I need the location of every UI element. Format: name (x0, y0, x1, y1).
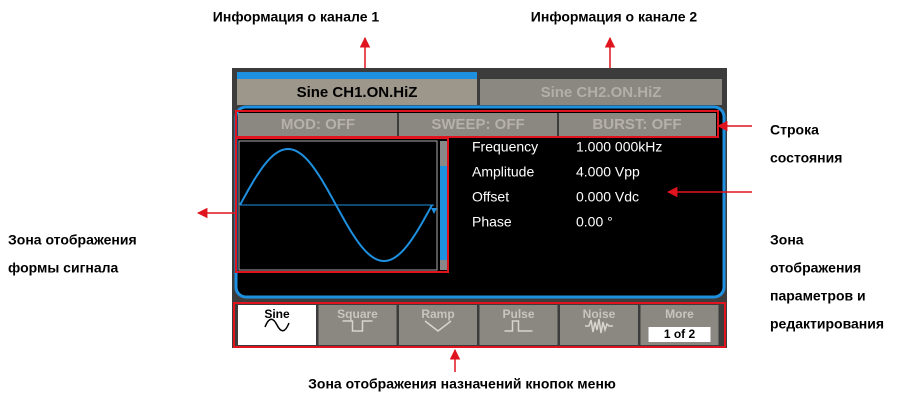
param-label: Offset (472, 189, 509, 205)
param-value: 0.000 Vdc (576, 189, 639, 205)
tab-label: Sine CH2.ON.HiZ (541, 84, 662, 101)
annotation: Строка (770, 122, 819, 138)
status-item: MOD: OFF (281, 116, 355, 133)
annotation: Информация о канале 2 (531, 9, 698, 25)
annotation: формы сигнала (8, 260, 119, 276)
param-value: 1.000 000kHz (576, 139, 662, 155)
annotation: Зона (770, 232, 804, 248)
annotation: Информация о канале 1 (213, 9, 380, 25)
menu-label: Ramp (421, 307, 454, 321)
menu-label: More (665, 307, 694, 321)
scroll-thumb (440, 166, 447, 260)
param-label: Frequency (472, 139, 538, 155)
menu-label: Square (337, 307, 378, 321)
annotation: Зона отображения назначений кнопок меню (308, 376, 616, 392)
active-tab-bar (237, 72, 477, 79)
diagram: Sine CH1.ON.HiZ Sine CH2.ON.HiZ MOD: OFF… (0, 0, 924, 403)
param-label: Phase (472, 214, 512, 230)
menu-label: Sine (264, 307, 290, 321)
param-label: Amplitude (472, 164, 534, 180)
param-value: 4.000 Vpp (576, 164, 640, 180)
menu-label: Pulse (502, 307, 534, 321)
annotation: отображения (770, 260, 861, 276)
annotation: параметров и (770, 288, 866, 304)
status-item: SWEEP: OFF (431, 116, 524, 133)
tab-label: Sine CH1.ON.HiZ (297, 84, 418, 101)
annotation: редактирования (770, 316, 884, 332)
param-value: 0.00 ° (576, 214, 613, 230)
menu-page: 1 of 2 (664, 327, 696, 341)
status-item: BURST: OFF (592, 116, 681, 133)
annotation: состояния (770, 150, 842, 166)
annotation: Зона отображения (8, 232, 137, 248)
